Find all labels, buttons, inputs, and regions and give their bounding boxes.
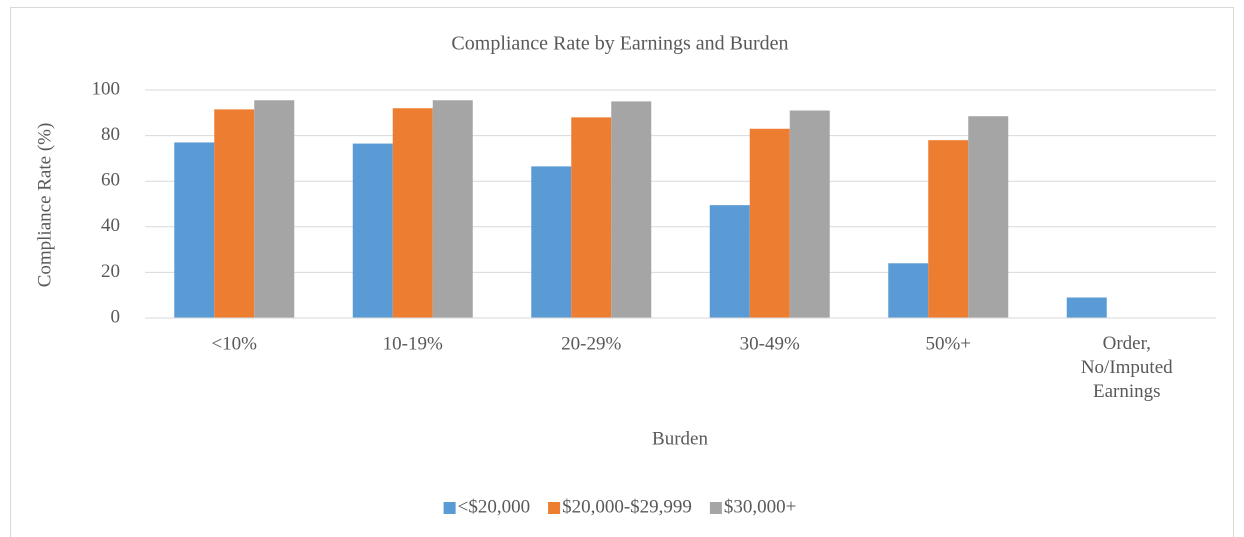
- y-tick-label: 80: [101, 124, 120, 145]
- y-axis-label: Compliance Rate (%): [34, 123, 55, 288]
- chart-border: [10, 7, 1234, 537]
- legend: <$20,000 $20,000-$29,999 $30,000+: [443, 496, 796, 517]
- x-tick-label: 10-19%: [383, 333, 443, 354]
- bar: [968, 116, 1009, 318]
- legend-label: $20,000-$29,999: [562, 496, 692, 517]
- legend-swatch: [548, 502, 561, 514]
- y-tick-label: 60: [101, 170, 120, 191]
- bar: [432, 100, 473, 318]
- bar: [531, 166, 572, 318]
- x-tick-label: 20-29%: [561, 333, 621, 354]
- y-tick-label: 20: [101, 261, 120, 282]
- x-tick-label: 50%+: [925, 333, 971, 354]
- bar: [888, 263, 929, 318]
- bar: [928, 140, 969, 318]
- chart-title: Compliance Rate by Earnings and Burden: [451, 33, 788, 55]
- y-tick-label: 100: [92, 78, 121, 99]
- bar: [392, 108, 433, 319]
- bar: [254, 100, 295, 318]
- bar: [174, 142, 215, 318]
- bar: [571, 117, 612, 318]
- y-tick-label: 0: [111, 306, 121, 327]
- legend-swatch: [709, 502, 722, 514]
- x-tick-label: Order, No/Imputed Earnings: [1081, 333, 1173, 402]
- bar: [1066, 297, 1107, 318]
- bar: [789, 110, 830, 319]
- bar: [709, 205, 750, 318]
- bar: [352, 143, 393, 318]
- bar: [214, 109, 255, 318]
- y-tick-label: 40: [101, 215, 120, 236]
- x-axis-label: Burden: [652, 428, 708, 449]
- legend-swatch: [443, 502, 456, 514]
- x-tick-label: <10%: [211, 333, 257, 354]
- legend-label: <$20,000: [458, 496, 530, 517]
- legend-label: $30,000+: [724, 496, 796, 517]
- x-tick-label: 30-49%: [740, 333, 800, 354]
- bar: [749, 128, 790, 318]
- bar: [611, 101, 652, 319]
